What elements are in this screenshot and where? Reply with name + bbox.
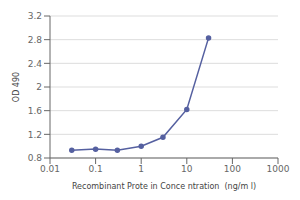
svg-text:0.8: 0.8: [28, 153, 43, 163]
svg-text:3.2: 3.2: [28, 11, 42, 21]
svg-text:1: 1: [138, 164, 144, 174]
svg-text:2.4: 2.4: [28, 59, 43, 69]
svg-text:Recombinant Prote in Conce ntr: Recombinant Prote in Conce ntration (ng/…: [72, 182, 256, 191]
svg-text:1.6: 1.6: [28, 106, 43, 116]
svg-text:2: 2: [36, 82, 42, 92]
svg-text:0.1: 0.1: [88, 164, 102, 174]
svg-text:100: 100: [224, 164, 241, 174]
svg-text:10: 10: [181, 164, 193, 174]
svg-text:1.2: 1.2: [28, 130, 42, 140]
svg-text:0.01: 0.01: [40, 164, 60, 174]
svg-text:1000: 1000: [267, 164, 290, 174]
svg-text:2.8: 2.8: [28, 35, 43, 45]
svg-text:OD 490: OD 490: [12, 72, 21, 102]
